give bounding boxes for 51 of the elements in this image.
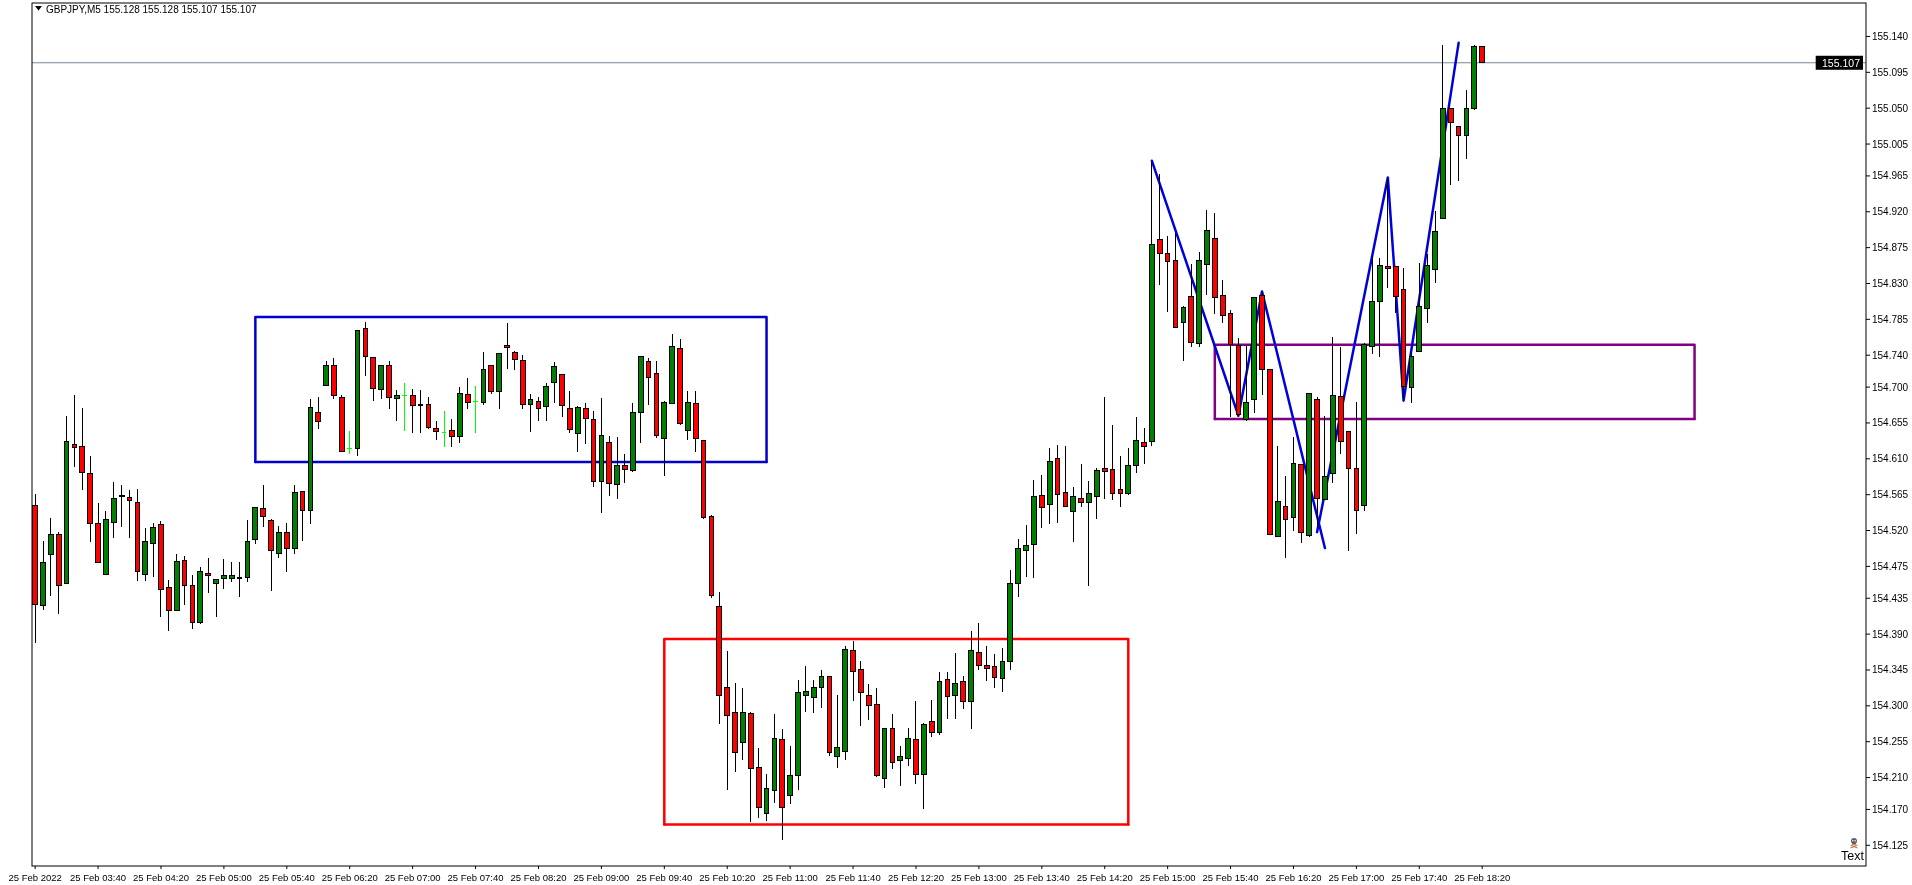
y-tick-label: 154.390 xyxy=(1872,628,1909,640)
x-tick-label: 25 Feb 12:20 xyxy=(887,871,944,883)
y-tick-label: 154.830 xyxy=(1872,277,1909,289)
x-tick-label: 25 Feb 09:40 xyxy=(636,871,693,883)
x-tick-label: 25 Feb 05:40 xyxy=(258,871,315,883)
y-tick-label: 154.475 xyxy=(1872,560,1909,572)
x-tick-label: 25 Feb 2022 xyxy=(8,871,62,883)
y-tick-label: 155.050 xyxy=(1872,102,1909,114)
x-tick-label: 25 Feb 13:40 xyxy=(1013,871,1070,883)
x-tick-label: 25 Feb 08:20 xyxy=(510,871,567,883)
x-tick-label: 25 Feb 10:20 xyxy=(699,871,756,883)
y-tick-label: 155.140 xyxy=(1872,30,1909,42)
ref-line-label: 155.107 xyxy=(1822,56,1861,69)
x-tick-label: 25 Feb 11:00 xyxy=(762,871,818,883)
y-tick-label: 154.610 xyxy=(1872,453,1909,465)
y-tick-label: 154.965 xyxy=(1872,170,1909,182)
y-tick-label: 154.655 xyxy=(1872,417,1909,429)
x-tick-label: 25 Feb 04:20 xyxy=(132,871,189,883)
x-tick-label: 25 Feb 14:20 xyxy=(1076,871,1133,883)
x-tick-label: 25 Feb 03:40 xyxy=(70,871,127,883)
x-tick-label: 25 Feb 06:20 xyxy=(321,871,378,883)
x-tick-label: 25 Feb 18:20 xyxy=(1454,871,1511,883)
y-tick-label: 155.005 xyxy=(1872,138,1909,150)
y-tick-label: 154.785 xyxy=(1872,313,1909,325)
chart-title: GBPJPY,M5 155.128 155.128 155.107 155.107 xyxy=(46,3,257,15)
y-tick-label: 154.125 xyxy=(1872,839,1909,851)
x-tick-label: 25 Feb 11:40 xyxy=(825,871,881,883)
y-tick-label: 154.920 xyxy=(1872,206,1909,218)
y-tick-label: 154.170 xyxy=(1872,803,1909,815)
x-tick-label: 25 Feb 17:00 xyxy=(1328,871,1385,883)
y-tick-label: 154.435 xyxy=(1872,592,1909,604)
y-tick-label: 154.520 xyxy=(1872,525,1909,537)
y-tick-label: 154.565 xyxy=(1872,489,1909,501)
x-tick-label: 25 Feb 07:40 xyxy=(447,871,504,883)
y-tick-label: 154.740 xyxy=(1872,349,1909,361)
y-tick-label: 154.875 xyxy=(1872,242,1909,254)
x-tick-label: 25 Feb 07:00 xyxy=(384,871,441,883)
y-tick-label: 154.210 xyxy=(1872,772,1909,784)
annotation: Text xyxy=(1841,849,1865,863)
x-tick-label: 25 Feb 05:00 xyxy=(195,871,252,883)
y-tick-label: 154.255 xyxy=(1872,736,1909,748)
y-tick-label: 154.700 xyxy=(1872,381,1909,393)
x-tick-label: 25 Feb 15:40 xyxy=(1202,871,1259,883)
x-tick-label: 25 Feb 09:00 xyxy=(573,871,630,883)
x-tick-label: 25 Feb 16:20 xyxy=(1265,871,1322,883)
x-tick-label: 25 Feb 13:00 xyxy=(950,871,1007,883)
x-tick-label: 25 Feb 15:00 xyxy=(1139,871,1196,883)
y-tick-label: 154.300 xyxy=(1872,700,1909,712)
x-tick-label: 25 Feb 17:40 xyxy=(1391,871,1448,883)
y-tick-label: 155.095 xyxy=(1872,66,1909,78)
y-tick-label: 154.345 xyxy=(1872,664,1909,676)
